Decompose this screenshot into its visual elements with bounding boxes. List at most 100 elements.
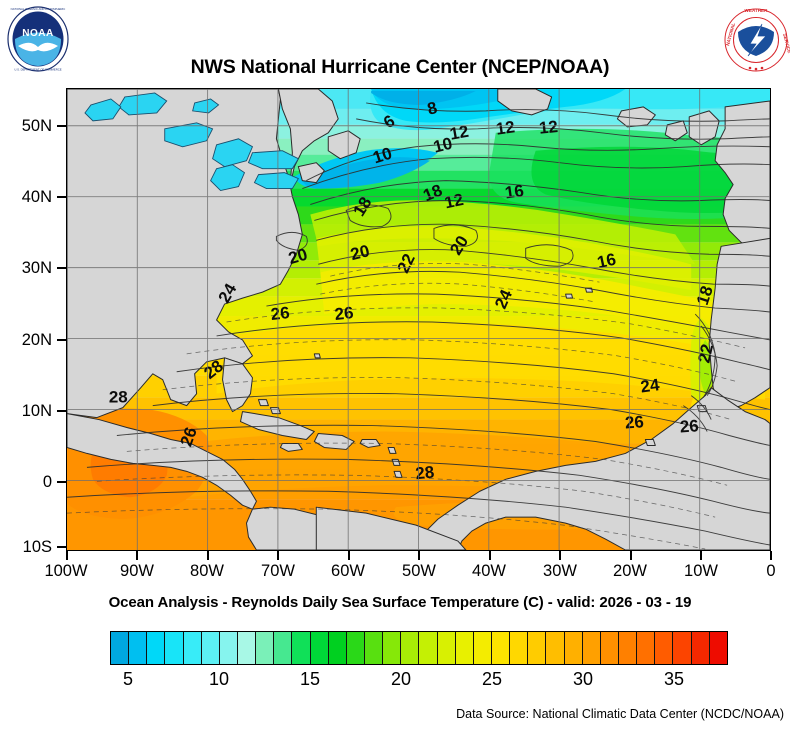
colorbar-swatch — [165, 632, 184, 664]
nws-logo-icon: WEATHER NATIONAL SERVICE — [722, 6, 792, 74]
colorbar-swatch — [546, 632, 565, 664]
ytick-label-40n: 40N — [21, 188, 52, 206]
colorbar-swatch — [618, 632, 638, 664]
ytick-mark-50n — [57, 125, 66, 127]
colorbar-swatch — [582, 632, 601, 664]
svg-text:26: 26 — [679, 416, 699, 436]
xtick-label-70w: 70W — [261, 562, 295, 580]
colorbar-swatch — [637, 632, 656, 664]
svg-text:10: 10 — [370, 144, 394, 168]
colorbar-swatch — [691, 632, 710, 664]
ytick-mark-20n — [57, 339, 66, 341]
xtick-mark-40w — [489, 551, 491, 560]
colorbar-swatch — [364, 632, 384, 664]
colorbar-swatch — [237, 632, 257, 664]
colorbar-swatch — [201, 632, 220, 664]
ytick-label-20n: 20N — [21, 331, 52, 349]
contour-lines-dashed — [67, 263, 746, 550]
colorbar-swatch — [491, 632, 511, 664]
svg-text:U.S. DEPARTMENT OF COMMERCE: U.S. DEPARTMENT OF COMMERCE — [14, 68, 61, 72]
colorbar-swatch — [455, 632, 474, 664]
colorbar-swatch — [655, 632, 674, 664]
colorbar-swatch — [292, 632, 311, 664]
sst-map-svg: 6 8 10 12 12 12 16 12 10 18 18 20 20 20 … — [67, 89, 770, 550]
xtick-label-90w: 90W — [120, 562, 154, 580]
colorbar-swatch — [510, 632, 529, 664]
svg-text:NATIONAL: NATIONAL — [725, 22, 736, 46]
land-layer — [67, 89, 770, 550]
xtick-mark-0 — [770, 551, 772, 560]
svg-text:12: 12 — [443, 190, 465, 212]
colorbar-tick-5: 5 — [122, 669, 133, 689]
xtick-label-10w: 10W — [684, 562, 718, 580]
colorbar-swatch — [673, 632, 692, 664]
ytick-label-10n: 10N — [21, 402, 52, 420]
xtick-label-30w: 30W — [543, 562, 577, 580]
xtick-label-20w: 20W — [613, 562, 647, 580]
svg-text:22: 22 — [694, 342, 717, 364]
colorbar-tick-15: 15 — [299, 669, 321, 689]
svg-text:8: 8 — [425, 98, 439, 119]
xtick-label-60w: 60W — [331, 562, 365, 580]
ytick-mark-30n — [57, 267, 66, 269]
xtick-mark-60w — [348, 551, 350, 560]
xtick-label-0: 0 — [766, 562, 776, 580]
colorbar-swatch — [129, 632, 148, 664]
ytick-mark-0 — [57, 481, 66, 483]
colorbar-swatch — [147, 632, 166, 664]
colorbar-swatch — [111, 632, 130, 664]
xtick-label-50w: 50W — [402, 562, 436, 580]
svg-text:16: 16 — [504, 181, 525, 202]
svg-text:26: 26 — [624, 412, 644, 432]
xtick-label-40w: 40W — [472, 562, 506, 580]
colorbar-swatch — [274, 632, 293, 664]
sst-map-plot: 6 8 10 12 12 12 16 12 10 18 18 20 20 20 … — [66, 88, 771, 551]
svg-text:NATIONAL OCEANIC AND ATMOSPHER: NATIONAL OCEANIC AND ATMOSPHERIC — [11, 7, 66, 11]
xtick-mark-10w — [700, 551, 702, 560]
colorbar-swatch — [564, 632, 583, 664]
colorbar-swatch — [419, 632, 438, 664]
colorbar-tick-10: 10 — [208, 669, 230, 689]
colorbar-tick-35: 35 — [663, 669, 685, 689]
colorbar-swatch — [528, 632, 547, 664]
colorbar-swatch — [473, 632, 492, 664]
colorbar-tick-20: 20 — [390, 669, 412, 689]
svg-text:24: 24 — [639, 375, 661, 397]
ytick-label-50n: 50N — [21, 117, 52, 135]
data-source-note: Data Source: National Climatic Data Cent… — [456, 707, 784, 721]
svg-text:28: 28 — [414, 462, 435, 483]
ytick-label-10s: 10S — [22, 538, 52, 556]
svg-text:10: 10 — [431, 134, 454, 157]
svg-text:26: 26 — [270, 303, 291, 324]
colorbar — [110, 631, 728, 665]
xtick-mark-50w — [418, 551, 420, 560]
map-gridlines — [67, 89, 770, 550]
noaa-logo-icon: NOAA NATIONAL OCEANIC AND ATMOSPHERIC U.… — [6, 6, 70, 72]
chart-subtitle: Ocean Analysis - Reynolds Daily Sea Surf… — [108, 594, 692, 611]
colorbar-swatch — [600, 632, 619, 664]
svg-text:26: 26 — [334, 303, 355, 324]
svg-text:WEATHER: WEATHER — [745, 8, 769, 13]
page-title: NWS National Hurricane Center (NCEP/NOAA… — [190, 56, 610, 78]
colorbar-tick-25: 25 — [481, 669, 503, 689]
xtick-label-80w: 80W — [190, 562, 224, 580]
ytick-label-30n: 30N — [21, 259, 52, 277]
colorbar-swatch — [256, 632, 275, 664]
xtick-mark-80w — [207, 551, 209, 560]
xtick-mark-70w — [277, 551, 279, 560]
svg-text:28: 28 — [109, 388, 128, 407]
colorbar-swatch — [328, 632, 347, 664]
xtick-mark-20w — [630, 551, 632, 560]
ytick-mark-40n — [57, 196, 66, 198]
svg-text:16: 16 — [595, 250, 617, 272]
svg-text:NOAA: NOAA — [22, 28, 53, 39]
ytick-mark-10s — [57, 546, 66, 548]
colorbar-swatch — [383, 632, 402, 664]
colorbar-swatch — [709, 632, 727, 664]
svg-text:12: 12 — [448, 122, 470, 144]
colorbar-tick-30: 30 — [572, 669, 594, 689]
xtick-mark-100w — [66, 551, 68, 560]
svg-text:12: 12 — [495, 117, 516, 138]
ytick-label-0: 0 — [42, 473, 52, 491]
